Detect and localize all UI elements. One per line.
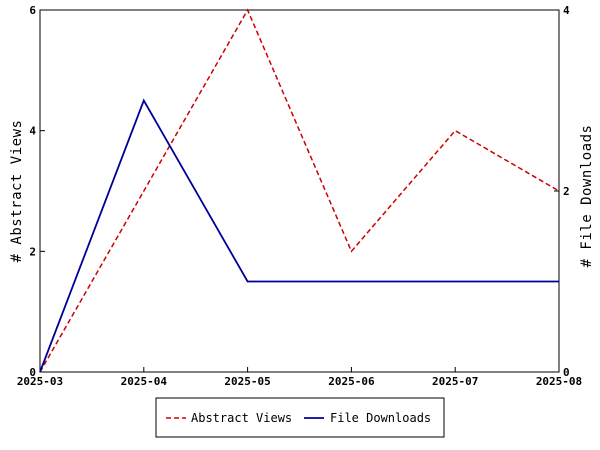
y-tick-label: 2	[29, 245, 36, 258]
x-tick-label: 2025-07	[432, 375, 478, 388]
y-tick-label: 0	[29, 366, 36, 379]
x-tick-label: 2025-05	[224, 375, 270, 388]
y-axis-right: 0 2 4	[554, 4, 570, 379]
y2-tick-label: 2	[563, 185, 570, 198]
x-tick-label: 2025-03	[17, 375, 63, 388]
y2-axis-title: # File Downloads	[579, 125, 595, 268]
series-line-file-downloads	[39, 98, 559, 373]
y2-tick-label: 4	[563, 4, 570, 17]
y2-tick-label: 0	[563, 366, 570, 379]
legend-label-file-downloads: File Downloads	[330, 411, 431, 425]
legend-box	[155, 397, 445, 438]
x-tick-label: 2025-08	[536, 375, 582, 388]
y-tick-label: 4	[29, 125, 36, 138]
legend: Abstract Views File Downloads	[155, 397, 445, 438]
plot-area	[39, 9, 560, 373]
y-tick-label: 6	[29, 4, 36, 17]
series-line-abstract-views	[39, 8, 560, 373]
x-axis: 2025-03 2025-04 2025-05 2025-06 2025-07 2025-…	[17, 367, 582, 388]
x-tick-label: 2025-04	[121, 375, 168, 388]
y-axis-title: # Abstract Views	[9, 120, 25, 263]
x-tick-label: 2025-06	[328, 375, 375, 388]
series-layer	[39, 8, 560, 373]
legend-label-abstract-views: Abstract Views	[191, 411, 292, 425]
